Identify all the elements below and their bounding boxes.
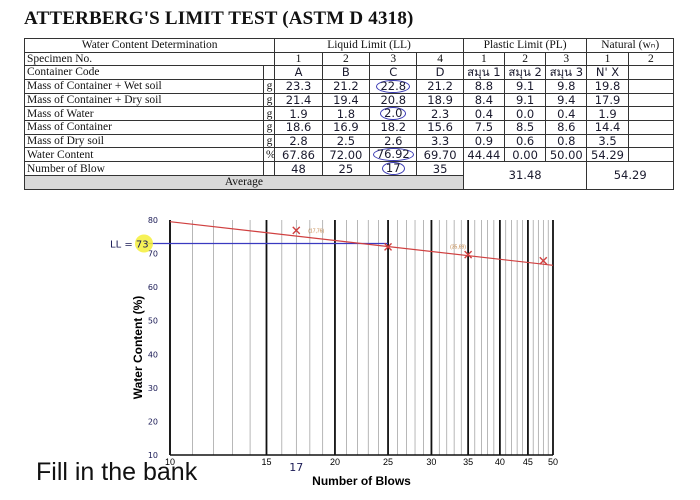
y-tick-label: 40	[148, 350, 158, 359]
table-row: Container Code A B C D สมุน 1 สมุน 2 สมุ…	[24, 65, 675, 80]
table-row: Mass of Water g 1.9 1.8 2.0 2.3 0.4 0.0 …	[24, 106, 675, 121]
caption: Fill in the bank	[36, 458, 198, 486]
x-tick-label: 35	[463, 457, 473, 467]
pl-cell[interactable]: 44.44	[462, 147, 505, 162]
nat-cell[interactable]: 54.29	[586, 147, 629, 162]
ll-cell[interactable]: 23.3	[274, 78, 323, 94]
circled-value: 22.8	[376, 80, 411, 92]
data-point	[539, 256, 548, 265]
nat-average-cell[interactable]: 54.29	[586, 161, 674, 190]
nat-cell[interactable]	[627, 147, 675, 162]
y-tick-label: 20	[148, 417, 158, 426]
x-tick-label: 25	[383, 457, 393, 467]
table-row: Mass of Container g 18.6 16.9 18.2 15.6 …	[24, 120, 675, 135]
pl-cell[interactable]: 8.8	[462, 78, 505, 94]
pl-cell[interactable]: 50.00	[545, 147, 588, 162]
pl-cell[interactable]: 0.4	[545, 106, 588, 121]
data-point	[292, 226, 301, 235]
ll-cell[interactable]: 2.3	[416, 106, 464, 121]
table-row: Number of Blow 48 25 17 35 31.48 54.29	[24, 161, 674, 190]
x-axis-title: Number of Blows	[312, 474, 411, 488]
specimen-number: 4	[416, 51, 464, 66]
x-tick-label: 20	[330, 457, 340, 467]
ll-cell[interactable]: 2.0	[369, 106, 418, 121]
circled-value: 76.92	[372, 148, 414, 161]
table-row: Mass of Dry soil g 2.8 2.5 2.6 3.3 0.9 0…	[24, 133, 675, 148]
ll-cell[interactable]: 48	[274, 161, 323, 176]
x-tick-label: 40	[495, 457, 505, 467]
x-marker-label: 17	[289, 461, 303, 474]
y-tick-label: 50	[148, 317, 158, 326]
row-label: Mass of Water	[24, 106, 264, 121]
pl-cell[interactable]: 0.4	[462, 106, 505, 121]
pl-cell[interactable]: 0.00	[503, 147, 547, 162]
row-unit: g	[262, 106, 276, 121]
x-tick-label: 50	[548, 457, 558, 467]
data-point	[464, 250, 473, 259]
y-tick-label: 70	[148, 250, 158, 259]
nat-cell[interactable]	[627, 78, 675, 94]
row-label: Number of Blow	[24, 161, 264, 176]
pl-cell[interactable]: 0.0	[503, 106, 547, 121]
x-tick-label: 10	[165, 457, 175, 467]
y-tick-label: 10	[148, 451, 158, 460]
circled-value: 17	[381, 162, 405, 175]
ll-cell[interactable]: 22.8	[369, 78, 418, 94]
x-tick-label: 15	[261, 457, 271, 467]
natural-header: Natural (wₙ)	[586, 38, 674, 53]
liquid-limit-header: Liquid Limit (LL)	[274, 38, 464, 53]
ll-cell[interactable]: 72.00	[321, 147, 371, 162]
specimen-row: Specimen No. 1 2 3 4 1 2 3 1 2	[23, 51, 675, 66]
atterberg-data-table: Water Content Determination Liquid Limit…	[23, 38, 675, 190]
data-point	[384, 242, 393, 251]
row-unit	[262, 161, 276, 176]
nat-cell[interactable]	[627, 106, 675, 121]
average-label: Average	[24, 175, 464, 190]
ll-cell[interactable]: 21.2	[321, 78, 371, 94]
row-label: Mass of Container + Wet soil	[24, 78, 264, 94]
section-header-row: Water Content Determination Liquid Limit…	[23, 38, 674, 53]
page-title: ATTERBERG'S LIMIT TEST (ASTM D 4318)	[24, 8, 414, 29]
ll-cell[interactable]: 35	[416, 161, 464, 176]
pl-average-cell[interactable]: 31.48	[462, 161, 588, 190]
y-tick-label: 80	[148, 216, 158, 225]
circled-value: 2.0	[380, 107, 407, 120]
ll-highlight	[135, 234, 153, 253]
nat-cell[interactable]: 1.9	[586, 106, 629, 121]
x-tick-label: 30	[426, 457, 436, 467]
table-row: Mass of Container + Wet soil g 23.3 21.2…	[24, 78, 675, 94]
pl-cell[interactable]: 0.8	[545, 133, 588, 148]
average-row: Average	[24, 175, 674, 190]
ll-cell[interactable]: 21.2	[416, 78, 464, 94]
ll-cell[interactable]: 67.86	[274, 147, 323, 162]
pl-cell[interactable]: 9.8	[545, 78, 588, 94]
y-tick-label: 60	[148, 283, 158, 292]
point-label: (17,76)	[308, 228, 324, 234]
ll-cell[interactable]: 17	[369, 161, 418, 176]
y-axis-title: Water Content (%)	[131, 296, 145, 400]
nat-cell[interactable]: 19.8	[586, 78, 629, 94]
plastic-limit-header: Plastic Limit (PL)	[462, 38, 588, 53]
pl-cell[interactable]: 9.1	[503, 78, 547, 94]
point-label: (35,69)	[450, 245, 466, 251]
y-tick-label: 30	[148, 384, 158, 393]
table-row: Water Content % 67.86 72.00 76.92 69.70 …	[24, 147, 675, 162]
row-unit: g	[262, 78, 276, 94]
ll-annotation: LL = 73	[110, 240, 149, 251]
flow-curve-line	[169, 221, 554, 266]
x-tick-label: 45	[523, 457, 533, 467]
